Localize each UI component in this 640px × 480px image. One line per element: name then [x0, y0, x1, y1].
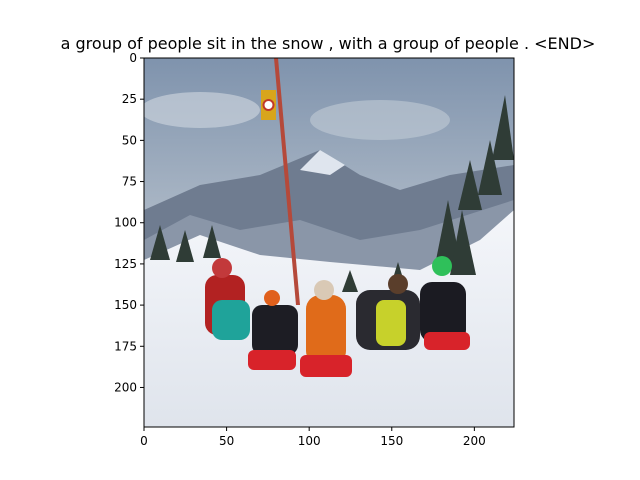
y-tick-label: 100	[114, 216, 137, 230]
photo-image	[144, 58, 514, 427]
y-tick-label: 200	[114, 380, 137, 394]
pole	[274, 58, 300, 305]
chart-title: a group of people sit in the snow , with…	[61, 34, 596, 53]
x-tick-label: 50	[219, 434, 234, 448]
plot-frame	[143, 57, 515, 428]
y-tick-label: 125	[114, 257, 137, 271]
y-tick-label: 175	[114, 339, 137, 353]
x-axis: 0 50 100 150 200	[140, 427, 486, 448]
y-tick-label: 50	[122, 133, 137, 147]
y-tick-label: 75	[122, 175, 137, 189]
x-tick-label: 150	[380, 434, 403, 448]
cloud	[310, 100, 450, 140]
y-tick-label: 0	[129, 51, 137, 65]
cloud	[144, 92, 260, 128]
y-axis: 0 25 50 75 100 125 150 175 200	[114, 51, 144, 394]
x-tick-label: 200	[463, 434, 486, 448]
mountain-snowcap	[300, 150, 345, 175]
y-tick-label: 150	[114, 298, 137, 312]
x-tick-label: 100	[298, 434, 321, 448]
people-group	[205, 256, 470, 377]
x-tick-label: 0	[140, 434, 148, 448]
sign-mark	[262, 99, 275, 111]
y-tick-label: 25	[122, 92, 137, 106]
